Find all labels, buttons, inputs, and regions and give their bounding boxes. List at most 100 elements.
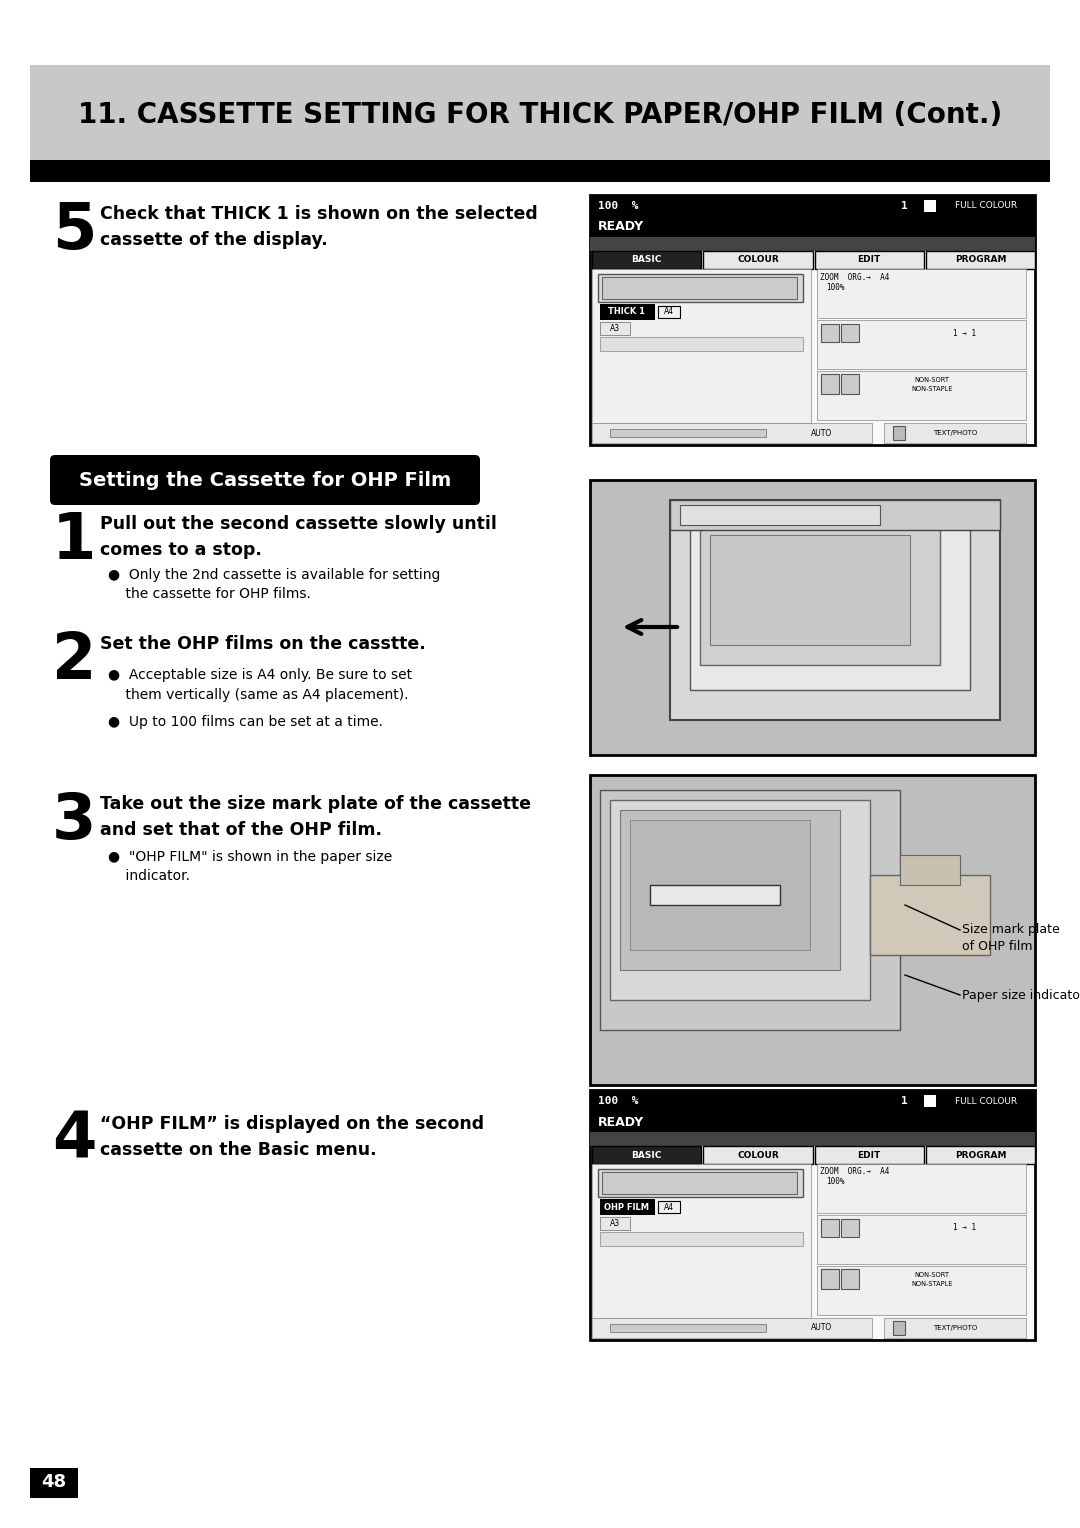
Bar [592, 423, 873, 443]
Text: A3: A3 [610, 324, 620, 333]
Text: THICK 1: THICK 1 [608, 307, 646, 316]
Text: FULL COLOUR: FULL COLOUR [955, 202, 1017, 211]
FancyBboxPatch shape [50, 455, 480, 504]
Text: A4: A4 [664, 1203, 674, 1212]
Bar [590, 1089, 1035, 1340]
Bar [703, 1146, 812, 1164]
Bar [600, 1216, 630, 1230]
Bar [592, 1146, 701, 1164]
Text: “OHP FILM” is displayed on the second
cassette on the Basic menu.: “OHP FILM” is displayed on the second ca… [100, 1115, 484, 1160]
Text: AUTO: AUTO [811, 428, 832, 437]
Bar [590, 1132, 1035, 1146]
Bar [590, 1112, 1035, 1132]
Bar [892, 426, 905, 440]
Text: EDIT: EDIT [858, 1151, 881, 1160]
Bar [590, 217, 1035, 237]
Bar [590, 196, 1035, 217]
Text: A3: A3 [610, 1219, 620, 1229]
Bar [600, 304, 654, 319]
Bar [821, 1219, 838, 1238]
Bar [883, 1319, 1026, 1339]
Text: NON-STAPLE: NON-STAPLE [912, 1280, 953, 1287]
Bar [821, 324, 838, 342]
Bar [670, 500, 1000, 530]
Bar [630, 821, 810, 950]
Bar [590, 237, 1035, 251]
Text: ●  Up to 100 films can be set at a time.: ● Up to 100 films can be set at a time. [108, 715, 383, 729]
Text: PROGRAM: PROGRAM [955, 1151, 1007, 1160]
Bar [592, 251, 701, 269]
Bar [816, 1267, 1026, 1316]
Bar [870, 876, 990, 955]
Text: A4: A4 [664, 307, 674, 316]
Text: 100%: 100% [826, 1178, 845, 1187]
Text: TEXT/PHOTO: TEXT/PHOTO [933, 429, 977, 435]
Bar [680, 504, 880, 526]
Text: 1: 1 [902, 1096, 908, 1106]
Text: 4: 4 [52, 1109, 96, 1172]
Bar [816, 1215, 1026, 1264]
Bar [600, 1232, 802, 1245]
Bar [710, 535, 910, 645]
Text: OHP FILM: OHP FILM [605, 1203, 649, 1212]
Bar [816, 371, 1026, 420]
Text: ●  Only the 2nd cassette is available for setting
    the cassette for OHP films: ● Only the 2nd cassette is available for… [108, 568, 441, 602]
Bar [821, 1268, 838, 1290]
Bar [590, 196, 1035, 445]
Text: Size mark plate
of OHP film: Size mark plate of OHP film [962, 923, 1059, 953]
Text: ZOOM  ORG.→  A4: ZOOM ORG.→ A4 [821, 272, 890, 281]
Bar [600, 338, 802, 351]
Bar [926, 251, 1035, 269]
Text: 3: 3 [52, 790, 96, 853]
Text: ●  Acceptable size is A4 only. Be sure to set
    them vertically (same as A4 pl: ● Acceptable size is A4 only. Be sure to… [108, 668, 413, 701]
Text: AUTO: AUTO [811, 1323, 832, 1332]
Bar [700, 526, 940, 665]
Text: 1: 1 [902, 202, 908, 211]
Bar [840, 324, 859, 342]
Bar [592, 1319, 873, 1339]
Bar [592, 1164, 810, 1319]
Text: 2: 2 [52, 630, 96, 692]
Bar [816, 269, 1026, 318]
Text: 100%: 100% [826, 283, 845, 292]
Text: BASIC: BASIC [632, 255, 662, 264]
Text: BASIC: BASIC [632, 1151, 662, 1160]
Bar [600, 790, 900, 1030]
Bar [592, 269, 810, 423]
Bar [658, 306, 680, 318]
Bar [30, 66, 1050, 160]
Bar [590, 775, 1035, 1085]
Bar [814, 251, 923, 269]
Text: EDIT: EDIT [858, 255, 881, 264]
Bar [883, 423, 1026, 443]
Text: NON-SORT: NON-SORT [915, 377, 949, 384]
Text: 1: 1 [52, 510, 96, 571]
Text: Paper size indicator: Paper size indicator [962, 989, 1080, 1002]
Bar [690, 515, 970, 691]
Text: 11. CASSETTE SETTING FOR THICK PAPER/OHP FILM (Cont.): 11. CASSETTE SETTING FOR THICK PAPER/OHP… [78, 101, 1002, 128]
Bar [590, 1089, 1035, 1112]
Bar [821, 374, 838, 394]
Text: Setting the Cassette for OHP Film: Setting the Cassette for OHP Film [79, 471, 451, 489]
Text: 48: 48 [41, 1473, 67, 1491]
Text: Take out the size mark plate of the cassette
and set that of the OHP film.: Take out the size mark plate of the cass… [100, 795, 531, 839]
Text: Pull out the second cassette slowly until
comes to a stop.: Pull out the second cassette slowly unti… [100, 515, 497, 559]
Bar [620, 810, 840, 970]
Text: ●  "OHP FILM" is shown in the paper size
    indicator.: ● "OHP FILM" is shown in the paper size … [108, 850, 392, 883]
Bar [600, 1199, 654, 1215]
Bar [30, 170, 1050, 182]
Bar [590, 480, 1035, 755]
Text: PROGRAM: PROGRAM [955, 255, 1007, 264]
Text: Set the OHP films on the casstte.: Set the OHP films on the casstte. [100, 636, 426, 652]
Bar [658, 1201, 680, 1213]
Bar [923, 200, 935, 212]
Bar [610, 1323, 766, 1332]
Text: Check that THICK 1 is shown on the selected
cassette of the display.: Check that THICK 1 is shown on the selec… [100, 205, 538, 249]
Text: 1 → 1: 1 → 1 [953, 1224, 976, 1233]
Text: 5: 5 [52, 200, 96, 261]
Text: NON-STAPLE: NON-STAPLE [912, 387, 953, 393]
Bar [598, 1169, 802, 1196]
Text: NON-SORT: NON-SORT [915, 1271, 949, 1277]
Text: 100  %: 100 % [598, 1096, 638, 1106]
Text: COLOUR: COLOUR [737, 255, 779, 264]
